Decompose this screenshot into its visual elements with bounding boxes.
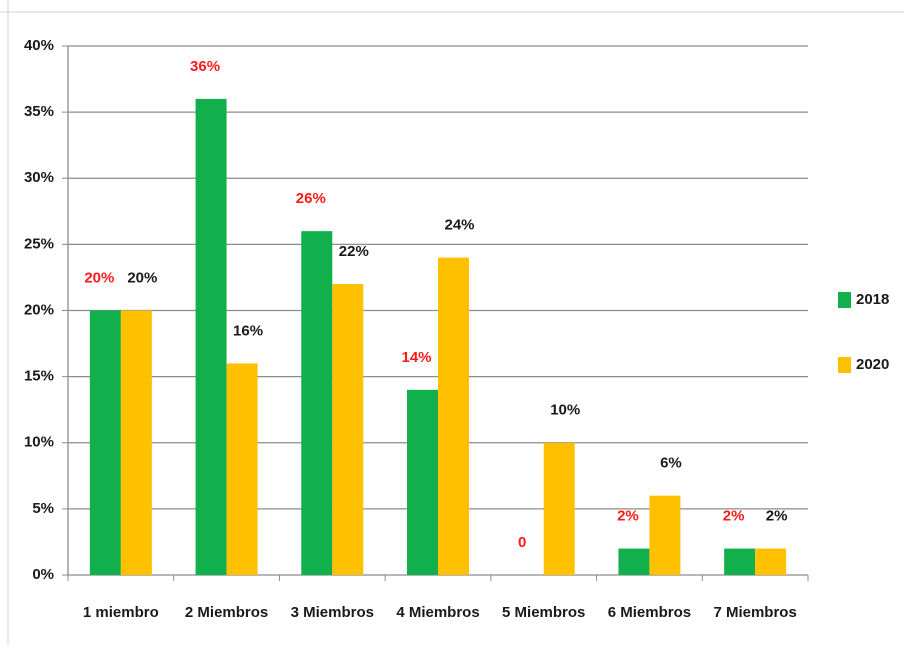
- y-tick-label: 35%: [24, 103, 54, 120]
- y-tick-label: 15%: [24, 368, 54, 385]
- x-tick-label: 3 Miembros: [291, 604, 374, 621]
- bar: [120, 310, 152, 575]
- y-tick-label: 40%: [24, 37, 54, 54]
- x-tick-label: 1 miembro: [83, 604, 159, 621]
- bar: [226, 363, 258, 575]
- bar: [755, 548, 787, 575]
- y-tick-label: 20%: [24, 301, 54, 318]
- value-label: 20%: [84, 269, 114, 286]
- bar: [407, 389, 438, 575]
- bar: [301, 231, 333, 575]
- value-label: 36%: [190, 58, 220, 75]
- value-label: 26%: [296, 190, 326, 207]
- value-label: 6%: [660, 455, 682, 472]
- bar: [543, 442, 575, 575]
- x-tick-label: 2 Miembros: [185, 604, 268, 621]
- y-tick-label: 5%: [32, 500, 54, 517]
- y-tick-label: 30%: [24, 169, 54, 186]
- value-label: 22%: [339, 243, 369, 260]
- bar: [89, 310, 121, 575]
- value-label: 16%: [233, 322, 263, 339]
- value-label: 2%: [723, 508, 745, 525]
- value-label: 2%: [617, 508, 639, 525]
- value-label: 10%: [550, 402, 580, 419]
- bar: [618, 548, 650, 575]
- x-tick-label: 4 Miembros: [396, 604, 479, 621]
- legend-swatch: [838, 357, 851, 373]
- x-tick-label: 6 Miembros: [608, 604, 691, 621]
- value-label: 24%: [444, 217, 474, 234]
- y-tick-label: 25%: [24, 235, 54, 252]
- bar: [195, 98, 227, 576]
- x-tick-label: 5 Miembros: [502, 604, 585, 621]
- legend-label: 2018: [856, 291, 889, 308]
- y-tick-label: 0%: [32, 566, 54, 583]
- x-tick-label: 7 Miembros: [713, 604, 796, 621]
- legend-swatch: [838, 292, 851, 308]
- bar: [724, 548, 756, 575]
- value-label: 0: [518, 534, 526, 551]
- legend-label: 2020: [856, 356, 889, 373]
- bar: [438, 257, 469, 575]
- y-tick-label: 10%: [24, 434, 54, 451]
- value-label: 2%: [766, 508, 788, 525]
- value-label: 20%: [127, 269, 157, 286]
- bar: [332, 284, 364, 575]
- bar: [649, 495, 681, 575]
- value-label: 14%: [401, 349, 431, 366]
